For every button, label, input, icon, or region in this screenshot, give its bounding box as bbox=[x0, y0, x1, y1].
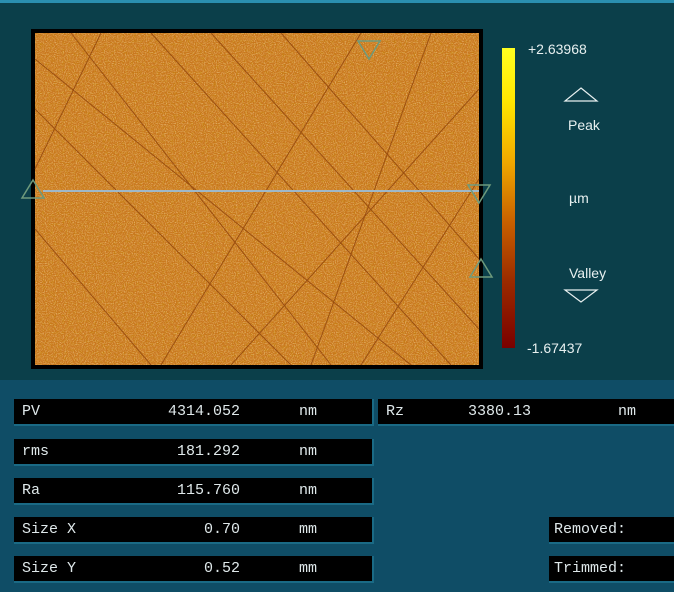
stat-unit: mm bbox=[299, 560, 318, 577]
stat-value: 4314.052 bbox=[167, 403, 240, 420]
stat-value: 181.292 bbox=[176, 443, 240, 460]
stat-label: Size Y bbox=[22, 560, 77, 577]
stat-label: Rz bbox=[386, 403, 405, 420]
stat-row-size-y: Size Y 0.52 mm bbox=[14, 556, 374, 583]
valley-triangle-icon bbox=[563, 289, 599, 303]
stat-unit: nm bbox=[299, 443, 318, 460]
stat-label: PV bbox=[22, 403, 41, 420]
stat-value: 3380.13 bbox=[468, 403, 532, 420]
side-marker-icon[interactable] bbox=[468, 257, 494, 279]
stat-unit: nm bbox=[299, 482, 318, 499]
surface-view-panel: +2.63968 Peak µm Valley -1.67437 bbox=[0, 0, 674, 380]
stat-unit: mm bbox=[299, 521, 318, 538]
top-marker-icon[interactable] bbox=[356, 39, 382, 61]
removed-status: Removed: bbox=[549, 517, 674, 544]
profile-end-marker-icon[interactable] bbox=[466, 183, 492, 205]
stat-label: Size X bbox=[22, 521, 77, 538]
stat-row-ra: Ra 115.760 nm bbox=[14, 478, 374, 505]
stat-row-size-x: Size X 0.70 mm bbox=[14, 517, 374, 544]
removed-label: Removed: bbox=[554, 521, 627, 538]
stat-label: Ra bbox=[22, 482, 41, 499]
stat-value: 115.760 bbox=[176, 482, 240, 499]
surface-height-map[interactable] bbox=[31, 29, 483, 369]
stat-row-pv: PV 4314.052 nm bbox=[14, 399, 374, 426]
trimmed-status: Trimmed: bbox=[549, 556, 674, 583]
colorbar-max-label: +2.63968 bbox=[528, 41, 587, 57]
profile-start-marker-icon[interactable] bbox=[20, 178, 46, 200]
peak-triangle-icon bbox=[563, 87, 599, 102]
stat-unit: nm bbox=[618, 403, 637, 420]
surface-scratches bbox=[34, 32, 480, 366]
trimmed-label: Trimmed: bbox=[554, 560, 627, 577]
height-unit-label: µm bbox=[569, 190, 589, 206]
colorbar-min-label: -1.67437 bbox=[527, 340, 583, 356]
stat-value: 0.70 bbox=[203, 521, 240, 538]
height-colorbar bbox=[502, 48, 515, 348]
stat-label: rms bbox=[22, 443, 50, 460]
stat-row-rms: rms 181.292 nm bbox=[14, 439, 374, 466]
valley-label: Valley bbox=[569, 265, 607, 281]
stat-row-rz: Rz 3380.13 nm bbox=[378, 399, 674, 426]
stat-unit: nm bbox=[299, 403, 318, 420]
peak-label: Peak bbox=[568, 117, 600, 133]
stat-value: 0.52 bbox=[203, 560, 240, 577]
